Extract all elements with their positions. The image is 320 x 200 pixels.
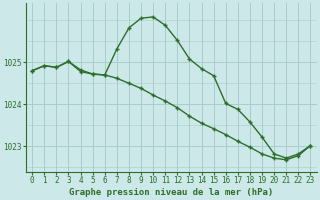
X-axis label: Graphe pression niveau de la mer (hPa): Graphe pression niveau de la mer (hPa) [69,188,274,197]
